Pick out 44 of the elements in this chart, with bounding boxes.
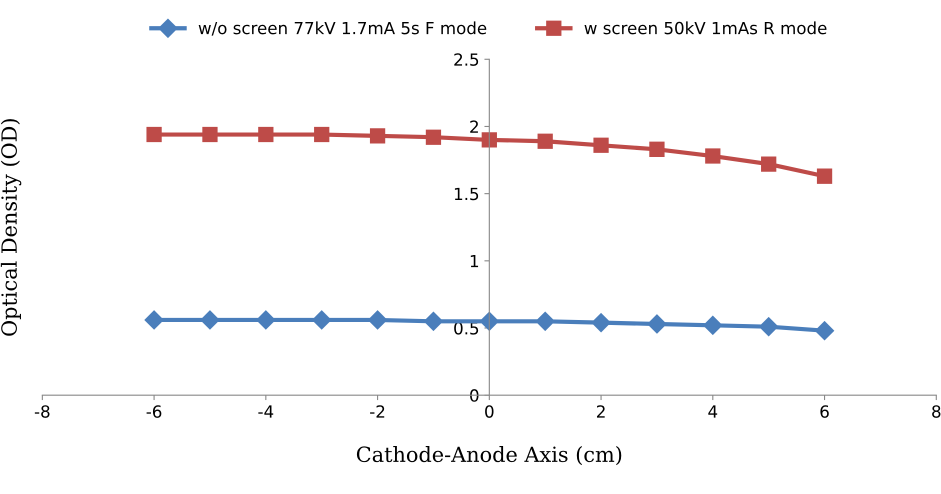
point [705,148,720,164]
y-tick-label: 0 [470,389,478,402]
point [202,126,218,142]
point [258,126,274,142]
x-tick-label: -6 [146,405,162,418]
legend-label: w/o screen 77kV 1.7mA 5s F mode [198,21,486,36]
point [816,168,832,184]
x-tick-label: 4 [708,405,718,418]
point [424,312,443,331]
x-tick-label: -2 [370,405,384,418]
x-tick-label: 8 [932,405,940,418]
y-tick-label: 2.5 [454,53,478,66]
point [703,316,722,335]
point [200,310,220,330]
point [761,156,776,172]
point [314,126,330,142]
point [144,310,164,330]
x-tick-label: 2 [596,405,605,418]
point [482,132,497,148]
y-tick-label: 1 [470,255,478,268]
point [480,312,499,331]
x-axis-title: Cathode-Anode Axis (cm) [356,446,622,466]
point [759,317,778,336]
x-tick-label: 6 [820,405,829,418]
y-axis-title: Optical Density (OD) [0,119,22,336]
point [538,134,553,149]
x-tick-label: 0 [485,405,494,418]
point [256,310,276,330]
point [592,313,611,332]
point [368,310,388,330]
point [312,310,332,330]
x-tick-label: -4 [258,405,274,418]
y-tick-label: 1.5 [454,188,478,200]
point [536,312,555,331]
point [647,314,666,334]
point [146,126,162,142]
point [593,138,609,153]
point [370,128,386,144]
point [426,130,442,145]
legend-label: w screen 50kV 1mAs R mode [584,21,826,34]
x-tick-label: -8 [34,405,50,418]
point [815,321,834,340]
point [649,142,665,157]
y-tick-label: 2 [470,120,478,133]
